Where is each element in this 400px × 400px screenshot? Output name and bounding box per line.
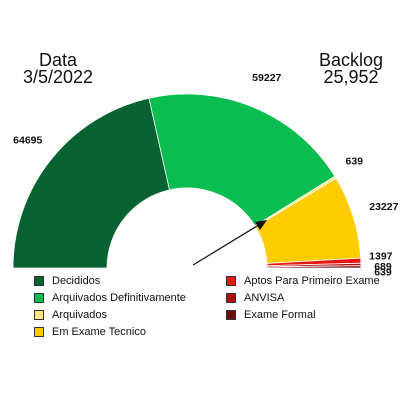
- value-label-em-exame-tecnico: 23227: [369, 201, 398, 213]
- legend-item-decididos: Decididos: [34, 272, 186, 289]
- legend-item-em-exame-tecnico: Em Exame Tecnico: [34, 323, 186, 340]
- legend-label: Exame Formal: [244, 308, 316, 321]
- value-label-arquivados: 639: [345, 156, 363, 168]
- slice-decididos: [12, 97, 170, 269]
- legend-swatch: [34, 275, 44, 286]
- legend-swatch: [226, 309, 236, 320]
- legend-left: Decididos Arquivados Definitivamente Arqui…: [34, 272, 186, 340]
- slice-exame-formal: [266, 265, 362, 269]
- value-label-arquivados-definitivamente: 59227: [252, 72, 281, 84]
- backlog-value: 25,952: [323, 67, 378, 87]
- value-label-exame-formal: 639: [374, 266, 392, 278]
- value-label-anvisa: 689: [374, 261, 392, 273]
- value-label-decididos: 64695: [13, 134, 42, 146]
- legend-label: ANVISA: [244, 291, 285, 304]
- legend-item-anvisa: ANVISA: [226, 289, 380, 306]
- legend-label: Em Exame Tecnico: [52, 325, 146, 338]
- legend-label: Arquivados Definitivamente: [52, 291, 186, 304]
- legend-label: Aptos Para Primeiro Exame: [244, 274, 380, 287]
- legend-swatch: [34, 292, 44, 303]
- legend-swatch: [34, 326, 44, 337]
- slice-arquivados-definitivamente: [148, 93, 336, 227]
- backlog-title: Backlog: [319, 50, 383, 70]
- legend-label: Arquivados: [52, 308, 108, 321]
- legend-item-aptos-para-primeiro-exame: Aptos Para Primeiro Exame: [226, 272, 380, 289]
- slice-group: [12, 93, 362, 269]
- legend-item-arquivados-definitivamente: Arquivados Definitivamente: [34, 289, 186, 306]
- legend-swatch: [34, 309, 44, 320]
- date-title: Data: [39, 50, 78, 70]
- legend-label: Decididos: [52, 274, 101, 287]
- legend-item-exame-formal: Exame Formal: [226, 306, 380, 323]
- needle-arrow: [192, 220, 267, 266]
- value-label-aptos-para-primeiro-exame: 1397: [369, 251, 393, 263]
- legend-swatch: [226, 292, 236, 303]
- date-value: 3/5/2022: [23, 67, 93, 87]
- legend-swatch: [226, 275, 236, 286]
- legend-right: Aptos Para Primeiro Exame ANVISA Exame For…: [226, 272, 380, 323]
- legend-item-arquivados: Arquivados: [34, 306, 186, 323]
